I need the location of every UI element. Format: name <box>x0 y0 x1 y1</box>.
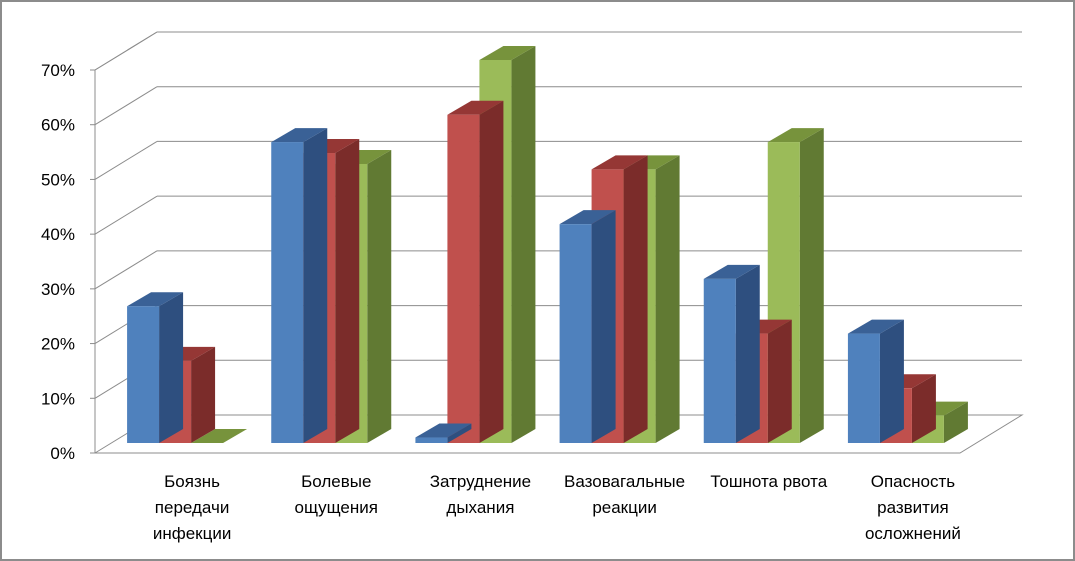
x-tick-label-line: дыхания <box>446 498 514 517</box>
bar-top <box>767 128 824 143</box>
x-tick-label: Вазовагальные реакции <box>564 472 685 517</box>
gridline-depth <box>94 86 158 126</box>
gridline-depth <box>94 141 158 180</box>
bar <box>415 437 448 443</box>
bar-side <box>911 374 936 443</box>
bar-side <box>159 292 184 443</box>
bar-side <box>623 155 648 443</box>
bar <box>271 142 304 444</box>
bar <box>847 333 880 443</box>
y-tick-label: 60% <box>41 116 75 135</box>
x-tick-label-line: передачи <box>155 498 230 517</box>
bar <box>447 114 480 443</box>
bar-side <box>943 401 968 443</box>
bar-top <box>479 46 536 60</box>
x-tick-label: Затруднение дыхания <box>430 472 531 517</box>
bar-top <box>559 210 616 225</box>
x-tick-label-line: Опасность <box>871 472 956 491</box>
x-tick-label-line: Боязнь <box>164 472 220 491</box>
bar-top <box>591 155 648 170</box>
y-tick-label: 0% <box>50 444 75 463</box>
x-tick-label: Тошнота рвота <box>710 472 827 491</box>
bar-top <box>415 423 472 438</box>
bar <box>559 224 592 443</box>
y-tick-label: 30% <box>41 280 75 299</box>
bar-side <box>335 139 360 443</box>
bar-side <box>655 155 680 443</box>
x-tick-label-line: Болевые <box>301 472 371 491</box>
bar-side <box>303 128 328 444</box>
x-tick-label: Опасность развития осложнений <box>865 472 961 543</box>
x-tick-label: Боязнь передачи инфекции <box>153 472 232 543</box>
gridline-depth <box>94 195 158 235</box>
gridline-depth <box>94 250 158 290</box>
y-tick-label: 10% <box>41 389 75 408</box>
x-tick-label-line: осложнений <box>865 524 961 543</box>
x-tick-label-line: Тошнота рвота <box>710 472 827 491</box>
x-tick-label-line: Затруднение <box>430 472 531 491</box>
bar-side <box>879 319 904 443</box>
y-tick-label: 20% <box>41 335 75 354</box>
x-tick-label-line: Вазовагальные <box>564 472 685 491</box>
bar-top <box>703 264 760 279</box>
x-tick-label-line: развития <box>877 498 949 517</box>
bar <box>127 306 160 443</box>
y-tick-label: 40% <box>41 225 75 244</box>
bar-side <box>191 346 216 443</box>
x-tick-label-line: реакции <box>592 498 657 517</box>
x-tick-label-line: ощущения <box>295 498 378 517</box>
bar-side <box>447 423 472 443</box>
x-tick-label: Болевые ощущения <box>295 472 378 517</box>
bar-side <box>799 128 824 444</box>
bar-side <box>511 46 536 443</box>
bar-top <box>447 100 504 115</box>
bar-side <box>367 149 392 443</box>
bar-side <box>767 319 792 443</box>
bar-top <box>191 429 248 443</box>
y-tick-label: 70% <box>41 61 75 80</box>
bar-top <box>847 319 904 334</box>
bar <box>703 278 736 443</box>
bar-top <box>127 292 184 307</box>
x-tick-label-line: инфекции <box>153 524 232 543</box>
wall-edge <box>94 31 158 71</box>
y-tick-label: 50% <box>41 170 75 189</box>
bar-side <box>479 100 504 443</box>
bar-side <box>735 264 760 443</box>
bar-top <box>271 128 328 143</box>
bar-side <box>591 210 616 443</box>
